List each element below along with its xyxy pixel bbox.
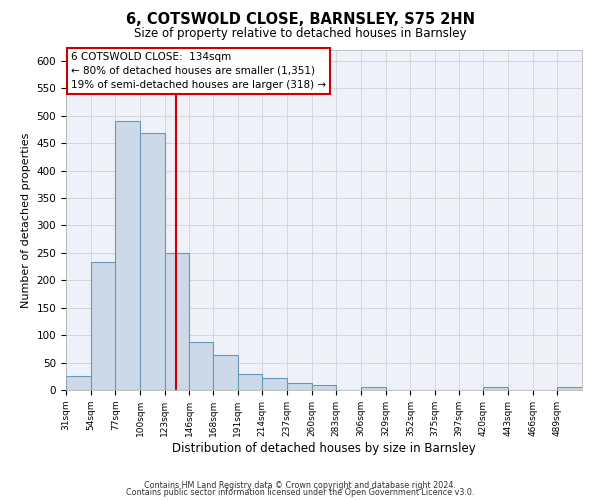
- Bar: [213, 356, 238, 390]
- Bar: [361, 388, 386, 390]
- Bar: [91, 262, 115, 390]
- Bar: [287, 383, 311, 390]
- Bar: [164, 253, 190, 390]
- Bar: [140, 134, 164, 390]
- Y-axis label: Number of detached properties: Number of detached properties: [21, 132, 31, 308]
- Bar: [262, 378, 287, 390]
- Bar: [190, 342, 213, 390]
- Bar: [484, 388, 508, 390]
- Bar: [238, 374, 262, 390]
- Bar: [311, 384, 337, 390]
- Text: Contains public sector information licensed under the Open Government Licence v3: Contains public sector information licen…: [126, 488, 474, 497]
- Text: 6, COTSWOLD CLOSE, BARNSLEY, S75 2HN: 6, COTSWOLD CLOSE, BARNSLEY, S75 2HN: [125, 12, 475, 28]
- Bar: [557, 388, 582, 390]
- Bar: [66, 376, 91, 390]
- X-axis label: Distribution of detached houses by size in Barnsley: Distribution of detached houses by size …: [172, 442, 476, 454]
- Text: Contains HM Land Registry data © Crown copyright and database right 2024.: Contains HM Land Registry data © Crown c…: [144, 480, 456, 490]
- Text: Size of property relative to detached houses in Barnsley: Size of property relative to detached ho…: [134, 28, 466, 40]
- Bar: [115, 122, 140, 390]
- Text: 6 COTSWOLD CLOSE:  134sqm
← 80% of detached houses are smaller (1,351)
19% of se: 6 COTSWOLD CLOSE: 134sqm ← 80% of detach…: [71, 52, 326, 90]
